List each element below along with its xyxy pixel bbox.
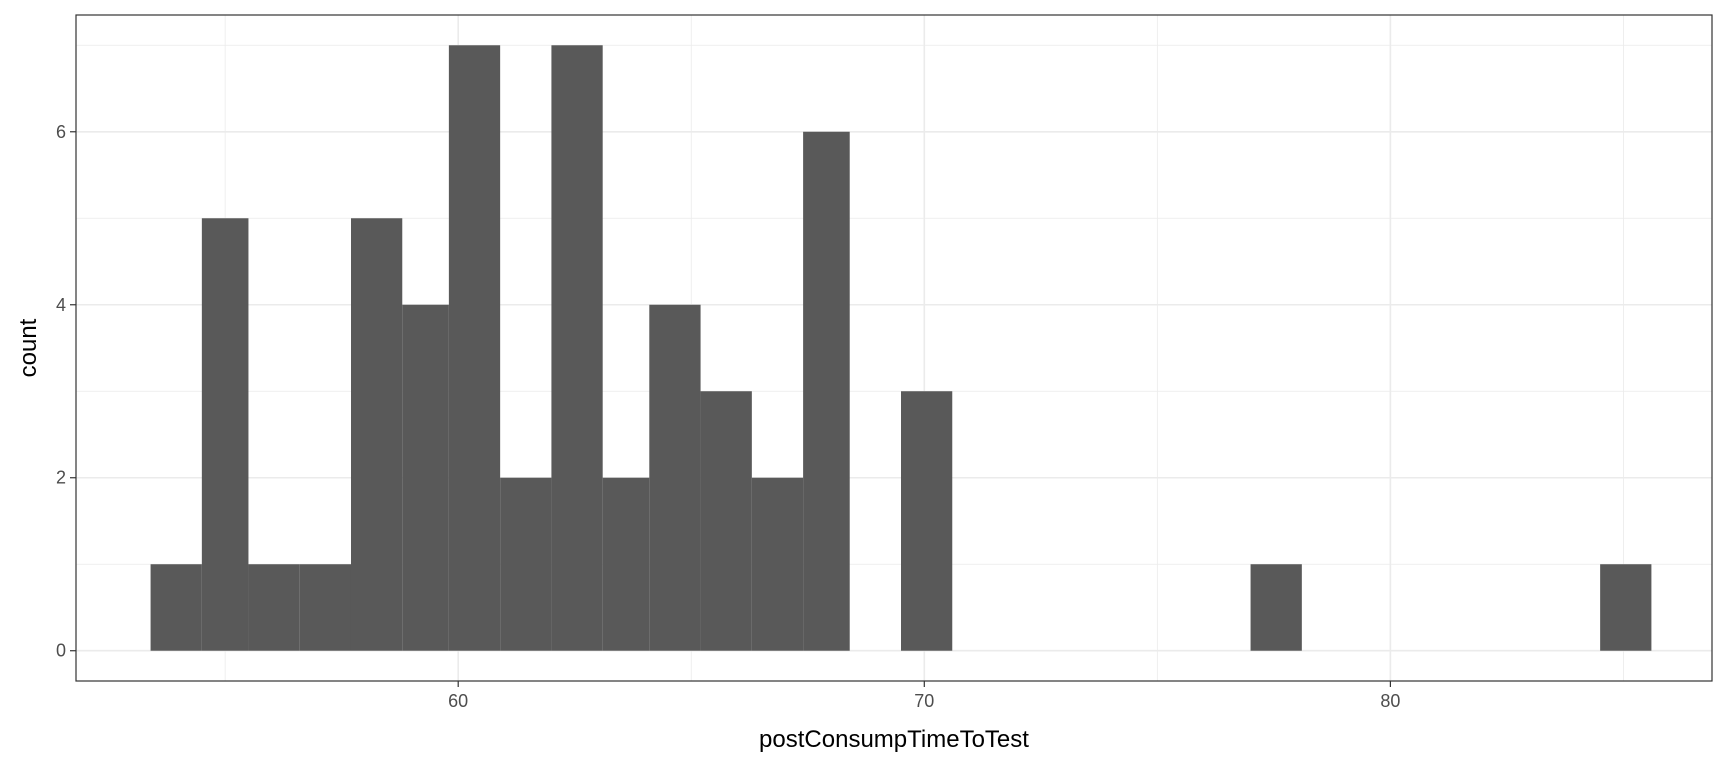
histogram-bar [350,218,403,651]
x-tick-label: 60 [448,691,468,711]
x-axis: 60 70 80 [448,681,1400,711]
y-tick-label: 6 [56,122,66,142]
histogram-bar [900,391,953,651]
panel-border [75,14,1713,682]
x-axis-title: postConsumpTimeToTest [759,726,1029,753]
histogram-bar [150,564,202,651]
x-tick-label: 80 [1380,691,1400,711]
histogram-bar [551,45,603,651]
histogram-bar [201,218,249,651]
histogram-bar [448,45,501,651]
histogram-bar [803,131,850,651]
x-tick-label: 70 [914,691,934,711]
histogram-bar [402,304,449,651]
histogram-bar [299,564,351,651]
histogram-bar [500,477,552,651]
histogram-bar [602,477,650,651]
y-tick-label: 4 [56,295,66,315]
histogram-bar [751,477,804,651]
y-axis: 0 2 4 6 [56,122,76,661]
histogram-bar [649,304,701,651]
y-axis-title: count [15,318,42,377]
y-tick-label: 0 [56,641,66,661]
histogram-bars [150,45,1652,651]
histogram-bar [700,391,752,651]
histogram-bar [248,564,300,651]
y-tick-label: 2 [56,468,66,488]
histogram-bar [1250,564,1302,651]
histogram-bar [1600,564,1652,651]
